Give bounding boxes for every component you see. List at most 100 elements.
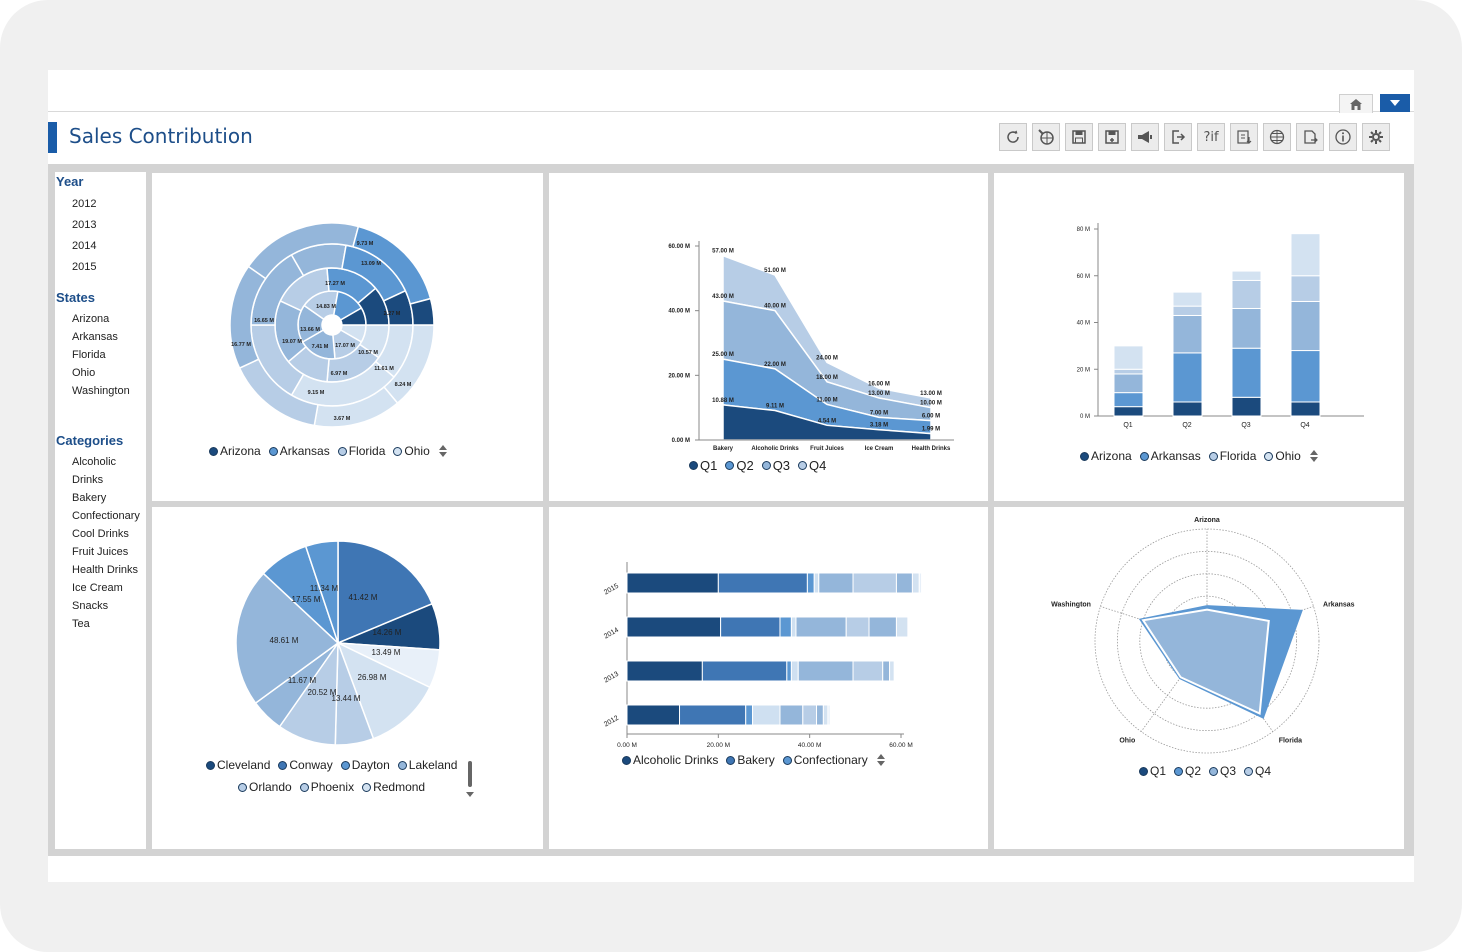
category-item-fruit-juices[interactable]: Fruit Juices (72, 546, 129, 558)
area-data-label: 3.18 M (870, 423, 888, 429)
legend-item-florida[interactable]: Florida (337, 444, 386, 458)
info-button[interactable] (1329, 123, 1357, 151)
menu-dropdown-button[interactable] (1380, 94, 1410, 112)
state-item-arizona[interactable]: Arizona (72, 313, 110, 325)
legend-item-arizona[interactable]: Arizona (1080, 449, 1132, 463)
states-filter-heading: States (56, 290, 96, 305)
save-as-button[interactable] (1098, 123, 1126, 151)
year-item-2013[interactable]: 2013 (72, 219, 97, 231)
stacked-bar-segment (1113, 373, 1144, 394)
hbar-segment (827, 704, 831, 726)
hbar-segment (868, 616, 897, 638)
globe-grid-button[interactable] (1263, 123, 1291, 151)
legend-item-cleveland[interactable]: Cleveland (206, 758, 270, 772)
legend-item-arkansas[interactable]: Arkansas (1139, 449, 1201, 463)
stacked-x-tick-label: Q3 (1241, 422, 1250, 429)
legend-item-ohio[interactable]: Ohio (1264, 449, 1301, 463)
legend-item-conway[interactable]: Conway (278, 758, 333, 772)
legend-item-arkansas[interactable]: Arkansas (268, 444, 330, 458)
state-item-florida[interactable]: Florida (72, 349, 106, 361)
sunburst-label: 9.15 M (308, 390, 325, 396)
settings-button[interactable] (1362, 123, 1390, 151)
legend-item-orlando[interactable]: Orlando (238, 780, 292, 794)
legend-label: Florida (348, 444, 386, 458)
legend-item-confectionary[interactable]: Confectionary (782, 753, 868, 767)
category-item-cool-drinks[interactable]: Cool Drinks (72, 528, 129, 540)
year-item-2015[interactable]: 2015 (72, 261, 97, 273)
horizontal-bar-chart: 0.00 M 20.00 M 40.00 M 60.00 M 2015 2014 2013 2… (603, 562, 923, 749)
legend-item-q1[interactable]: Q1 (689, 458, 717, 473)
hbar-segment (852, 660, 884, 682)
legend-scroll-icon[interactable] (1309, 449, 1319, 463)
announce-button[interactable] (1131, 123, 1159, 151)
legend-item-ohio[interactable]: Ohio (393, 444, 430, 458)
legend-item-q4[interactable]: Q4 (1244, 764, 1271, 778)
category-item-snacks[interactable]: Snacks (72, 600, 109, 612)
legend-item-q1[interactable]: Q1 (1139, 764, 1166, 778)
year-item-2012[interactable]: 2012 (72, 198, 97, 210)
legend-scroll-icon[interactable] (438, 444, 448, 458)
category-item-tea[interactable]: Tea (72, 618, 90, 630)
legend-item-q4[interactable]: Q4 (798, 458, 826, 473)
legend-scroll-icon[interactable] (465, 759, 475, 799)
pie-data-label: 13.44 M (332, 694, 361, 703)
radar-panel: Arizona Arkansas Florida Ohio Washington Q1 Q… (994, 507, 1404, 849)
legend-item-alcoholic-drinks[interactable]: Alcoholic Drinks (622, 753, 718, 767)
area-data-label: 13.00 M (920, 391, 942, 397)
sunburst-label: 16.65 M (254, 318, 274, 324)
category-item-confectionary[interactable]: Confectionary (72, 510, 140, 522)
state-item-arkansas[interactable]: Arkansas (72, 331, 118, 343)
legend-item-phoenix[interactable]: Phoenix (299, 780, 354, 794)
home-button[interactable] (1339, 94, 1373, 113)
category-item-drinks[interactable]: Drinks (72, 474, 104, 486)
legend-item-dayton[interactable]: Dayton (340, 758, 390, 772)
pie-data-label: 17.55 M (292, 595, 321, 604)
legend-item-q3[interactable]: Q3 (1209, 764, 1236, 778)
sunburst-label: 17.07 M (335, 343, 355, 349)
area-y-tick-label: 20.00 M (668, 373, 690, 379)
area-y-tick-label: 60.00 M (668, 244, 690, 250)
legend-item-q2[interactable]: Q2 (725, 458, 754, 473)
export-button[interactable] (1164, 123, 1192, 151)
legend-label: Conway (289, 758, 333, 772)
category-item-health-drinks[interactable]: Health Drinks (72, 564, 139, 576)
data-import-button[interactable] (1230, 123, 1258, 151)
page-title: Sales Contribution (69, 124, 253, 148)
year-item-2014[interactable]: 2014 (72, 240, 97, 252)
stacked-bar-segment (1290, 275, 1321, 302)
area-panel: 0.00 M 20.00 M 40.00 M 60.00 M Bakery Alcohol… (549, 173, 988, 501)
legend-label: Bakery (737, 753, 775, 767)
refresh-button[interactable] (999, 123, 1027, 151)
category-item-alcoholic[interactable]: Alcoholic (72, 456, 117, 468)
legend-label: Ohio (1275, 449, 1301, 463)
area-data-label: 51.00 M (764, 268, 786, 274)
legend-label: Q3 (1220, 764, 1237, 778)
legend-item-redmond[interactable]: Redmond (362, 780, 425, 794)
data-import-icon (1237, 130, 1252, 144)
legend-item-q3[interactable]: Q3 (761, 458, 790, 473)
web-button[interactable] (1032, 123, 1060, 151)
state-item-washington[interactable]: Washington (72, 385, 130, 397)
area-x-tick-label: Alcoholic Drinks (751, 446, 799, 452)
legend-scroll-icon[interactable] (876, 753, 886, 767)
category-item-bakery[interactable]: Bakery (72, 492, 107, 504)
legend-item-florida[interactable]: Florida (1208, 449, 1256, 463)
sunburst-label: 3.67 M (334, 416, 351, 422)
legend-item-arizona[interactable]: Arizona (209, 444, 261, 458)
stacked-bar-segment (1231, 347, 1262, 398)
legend-item-bakery[interactable]: Bakery (726, 753, 775, 767)
legend-item-q2[interactable]: Q2 (1174, 764, 1201, 778)
sunburst-label: 7.41 M (312, 344, 329, 350)
hbar-segment (911, 572, 920, 594)
hbar-segment (813, 572, 820, 594)
what-if-button[interactable]: ?if (1197, 123, 1225, 151)
save-button[interactable] (1065, 123, 1093, 151)
export-document-button[interactable] (1296, 123, 1324, 151)
legend-item-lakeland[interactable]: Lakeland (397, 758, 457, 772)
what-if-icon: ?if (1203, 129, 1219, 145)
pie-data-label: 13.49 M (372, 648, 401, 657)
state-item-ohio[interactable]: Ohio (72, 367, 96, 379)
hbar-segment (790, 616, 797, 638)
category-item-ice-cream[interactable]: Ice Cream (72, 582, 123, 594)
radar-series-q2 (1141, 608, 1270, 715)
